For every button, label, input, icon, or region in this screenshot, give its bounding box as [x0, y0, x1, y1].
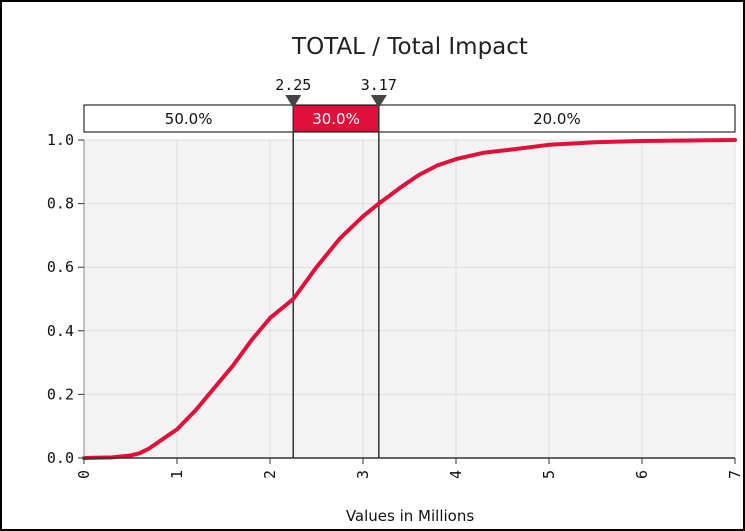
marker-label-1: 3.17	[361, 76, 397, 94]
x-tick-label-0: 0	[75, 470, 93, 479]
x-tick-label-5: 5	[540, 470, 558, 479]
series-layer	[82, 138, 737, 460]
x-axis: 0 1 2 3 4 5 6 7	[75, 457, 744, 479]
x-tick-label-6: 6	[633, 470, 651, 479]
y-tick-label-3: 0.6	[47, 258, 74, 276]
marker-handle-0	[285, 95, 302, 108]
y-tick-label-1: 0.2	[47, 385, 74, 403]
x-tick-label-7: 7	[726, 470, 744, 479]
marker-lines: 2.25 3.17	[275, 76, 397, 458]
band-label-0: 50.0%	[165, 110, 213, 128]
chart-title: TOTAL / Total Impact	[291, 34, 528, 60]
x-tick-label-4: 4	[447, 470, 465, 479]
y-tick-label-4: 0.8	[47, 195, 74, 213]
y-tick-label-0: 0.0	[47, 449, 74, 467]
marker-handle-1	[370, 95, 387, 108]
y-tick-label-5: 1.0	[47, 131, 74, 149]
x-tick-label-2: 2	[261, 470, 279, 479]
x-axis-label: Values in Millions	[346, 507, 475, 525]
band-label-1: 30.0%	[312, 110, 360, 128]
probability-band: 50.0% 30.0% 20.0%	[83, 104, 736, 133]
x-tick-label-1: 1	[168, 470, 186, 479]
x-tick-label-3: 3	[354, 470, 372, 479]
y-axis: 0.0 0.2 0.4 0.6 0.8 1.0	[47, 131, 85, 467]
y-tick-label-2: 0.4	[47, 322, 74, 340]
marker-label-0: 2.25	[275, 76, 311, 94]
band-label-2: 20.0%	[533, 110, 581, 128]
plot-area	[84, 140, 735, 458]
cdf-series-line-0	[82, 138, 737, 460]
